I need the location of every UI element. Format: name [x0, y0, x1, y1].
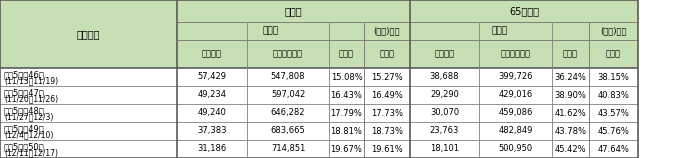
Text: 接種者数: 接種者数	[202, 49, 222, 58]
Text: 714,851: 714,851	[270, 145, 305, 154]
Text: 令和5年第50週: 令和5年第50週	[4, 142, 45, 151]
Text: 429,016: 429,016	[498, 91, 533, 100]
Text: 集計期間: 集計期間	[77, 29, 100, 39]
Text: (12/4～12/10): (12/4～12/10)	[4, 131, 53, 140]
Text: 29,290: 29,290	[430, 91, 459, 100]
Text: (12/11～12/17): (12/11～12/17)	[4, 149, 58, 158]
Text: 57,429: 57,429	[197, 73, 226, 82]
Text: 16.43%: 16.43%	[331, 91, 362, 100]
Text: 43.78%: 43.78%	[555, 127, 586, 136]
Text: 接種率: 接種率	[380, 49, 395, 58]
Text: 18.73%: 18.73%	[371, 127, 403, 136]
Text: 41.62%: 41.62%	[555, 109, 586, 118]
Text: 459,086: 459,086	[498, 109, 533, 118]
Text: 45.76%: 45.76%	[598, 127, 629, 136]
Text: 17.79%: 17.79%	[331, 109, 362, 118]
Text: 18,101: 18,101	[430, 145, 459, 154]
Bar	[0, 104, 638, 122]
Text: 接種率: 接種率	[606, 49, 621, 58]
Text: 38.15%: 38.15%	[598, 73, 629, 82]
Text: (11/20～11/26): (11/20～11/26)	[4, 94, 58, 103]
Text: 静岡県: 静岡県	[262, 27, 279, 36]
Text: 30,070: 30,070	[430, 109, 459, 118]
Text: 43.57%: 43.57%	[598, 109, 629, 118]
Text: 令和5年第49週: 令和5年第49週	[4, 124, 45, 133]
Text: 49,240: 49,240	[197, 109, 226, 118]
Text: 15.08%: 15.08%	[331, 73, 362, 82]
Text: 500,950: 500,950	[498, 145, 533, 154]
Text: 45.42%: 45.42%	[555, 145, 586, 154]
Text: 19.61%: 19.61%	[371, 145, 403, 154]
Text: 49,234: 49,234	[197, 91, 226, 100]
Text: 597,042: 597,042	[271, 91, 305, 100]
Bar	[0, 68, 638, 86]
Text: 65歳以上: 65歳以上	[509, 6, 539, 16]
Text: 47.64%: 47.64%	[598, 145, 629, 154]
Text: 38.90%: 38.90%	[555, 91, 586, 100]
Text: 接種者数累計: 接種者数累計	[273, 49, 303, 58]
Text: 接種率: 接種率	[563, 49, 578, 58]
Text: 37,383: 37,383	[197, 127, 227, 136]
Text: 19.67%: 19.67%	[331, 145, 362, 154]
Text: 接種者数: 接種者数	[435, 49, 455, 58]
Text: (11/13～11/19): (11/13～11/19)	[4, 76, 58, 85]
Text: 16.49%: 16.49%	[371, 91, 403, 100]
Bar	[0, 0, 638, 68]
Text: 683,665: 683,665	[270, 127, 306, 136]
Text: 接種者数累計: 接種者数累計	[500, 49, 531, 58]
Text: (参考)全国: (参考)全国	[600, 27, 627, 36]
Text: 482,849: 482,849	[498, 127, 533, 136]
Text: 令和5年第46週: 令和5年第46週	[4, 70, 45, 79]
Text: 17.73%: 17.73%	[371, 109, 403, 118]
Text: 令和5年第47週: 令和5年第47週	[4, 88, 45, 97]
Text: 36.24%: 36.24%	[555, 73, 586, 82]
Bar	[0, 122, 638, 140]
Text: 全年代: 全年代	[285, 6, 302, 16]
Text: 38,688: 38,688	[430, 73, 460, 82]
Text: 18.81%: 18.81%	[331, 127, 362, 136]
Text: 接種率: 接種率	[339, 49, 354, 58]
Text: 31,186: 31,186	[197, 145, 226, 154]
Text: (11/27～12/3): (11/27～12/3)	[4, 112, 53, 122]
Text: 399,726: 399,726	[498, 73, 533, 82]
Bar	[0, 140, 638, 158]
Text: 547,808: 547,808	[270, 73, 305, 82]
Text: 23,763: 23,763	[430, 127, 459, 136]
Text: 40.83%: 40.83%	[598, 91, 629, 100]
Text: 令和5年第48週: 令和5年第48週	[4, 106, 45, 115]
Text: 15.27%: 15.27%	[371, 73, 403, 82]
Bar	[0, 86, 638, 104]
Text: 静岡県: 静岡県	[491, 27, 508, 36]
Text: (参考)全国: (参考)全国	[374, 27, 400, 36]
Text: 646,282: 646,282	[270, 109, 305, 118]
